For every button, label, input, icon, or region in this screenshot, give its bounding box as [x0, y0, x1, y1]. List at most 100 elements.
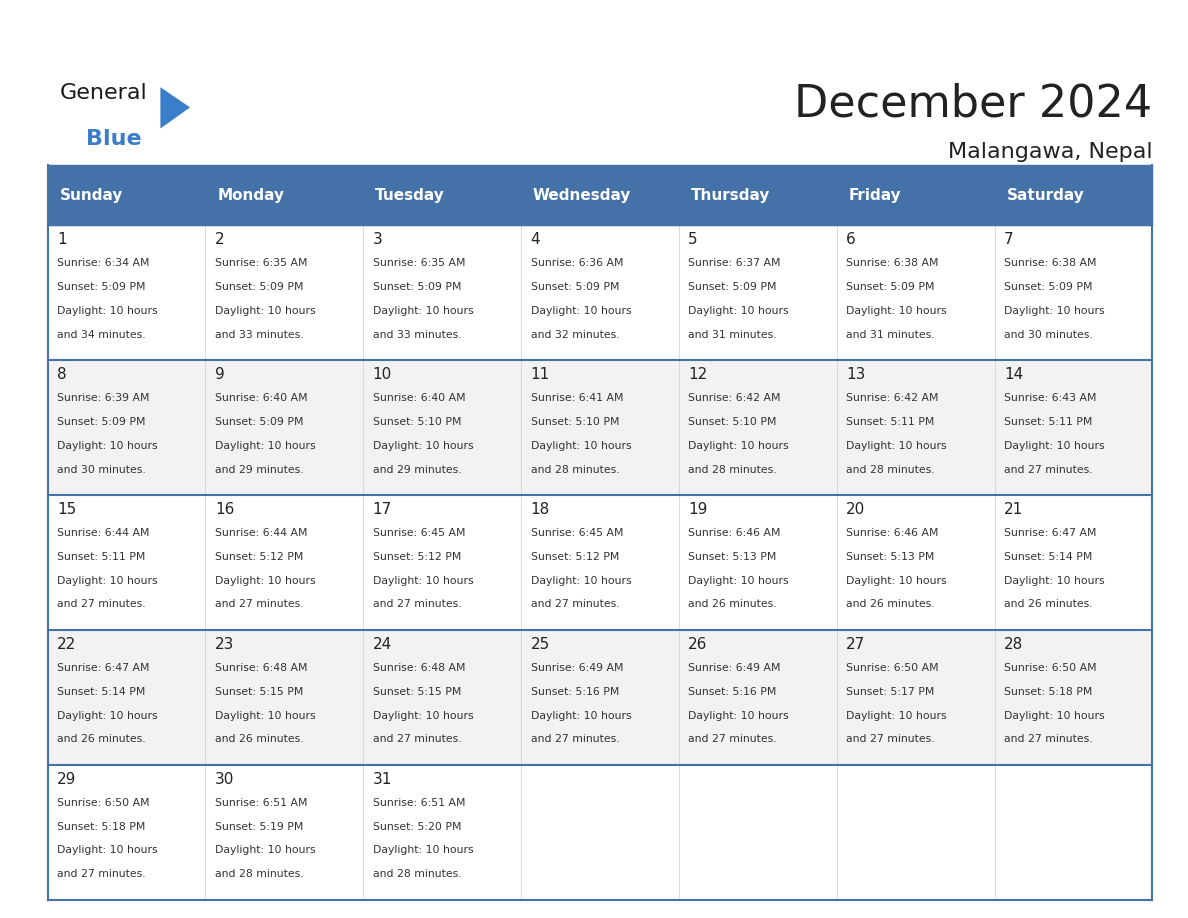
Text: 15: 15 — [57, 502, 76, 517]
Text: Sunrise: 6:34 AM: Sunrise: 6:34 AM — [57, 258, 150, 268]
Text: Sunrise: 6:49 AM: Sunrise: 6:49 AM — [531, 663, 623, 673]
Text: Daylight: 10 hours: Daylight: 10 hours — [531, 576, 631, 586]
Text: Sunrise: 6:35 AM: Sunrise: 6:35 AM — [215, 258, 308, 268]
Text: 26: 26 — [688, 637, 708, 652]
Text: 21: 21 — [1004, 502, 1023, 517]
Text: Daylight: 10 hours: Daylight: 10 hours — [215, 306, 316, 316]
Text: 31: 31 — [373, 772, 392, 787]
Text: Sunrise: 6:43 AM: Sunrise: 6:43 AM — [1004, 393, 1097, 403]
Text: 20: 20 — [846, 502, 865, 517]
Text: Daylight: 10 hours: Daylight: 10 hours — [57, 306, 158, 316]
Text: 9: 9 — [215, 367, 225, 382]
Text: Daylight: 10 hours: Daylight: 10 hours — [57, 576, 158, 586]
Text: Sunrise: 6:44 AM: Sunrise: 6:44 AM — [57, 528, 150, 538]
Text: and 30 minutes.: and 30 minutes. — [57, 465, 146, 475]
Text: and 27 minutes.: and 27 minutes. — [57, 599, 146, 610]
Text: Sunset: 5:10 PM: Sunset: 5:10 PM — [688, 417, 777, 427]
Text: 27: 27 — [846, 637, 865, 652]
Text: and 28 minutes.: and 28 minutes. — [531, 465, 619, 475]
Text: Sunrise: 6:45 AM: Sunrise: 6:45 AM — [373, 528, 466, 538]
Text: and 27 minutes.: and 27 minutes. — [688, 734, 777, 744]
Text: Sunset: 5:09 PM: Sunset: 5:09 PM — [846, 282, 935, 292]
Text: Thursday: Thursday — [690, 187, 770, 203]
Text: Sunrise: 6:44 AM: Sunrise: 6:44 AM — [215, 528, 308, 538]
Text: Sunrise: 6:37 AM: Sunrise: 6:37 AM — [688, 258, 781, 268]
Text: 13: 13 — [846, 367, 866, 382]
Text: and 29 minutes.: and 29 minutes. — [215, 465, 303, 475]
Text: Tuesday: Tuesday — [375, 187, 444, 203]
FancyBboxPatch shape — [678, 165, 836, 225]
Text: and 27 minutes.: and 27 minutes. — [1004, 465, 1093, 475]
Text: Daylight: 10 hours: Daylight: 10 hours — [215, 576, 316, 586]
Text: Sunrise: 6:48 AM: Sunrise: 6:48 AM — [373, 663, 466, 673]
Text: Daylight: 10 hours: Daylight: 10 hours — [215, 441, 316, 451]
Text: Daylight: 10 hours: Daylight: 10 hours — [373, 845, 473, 856]
Text: Daylight: 10 hours: Daylight: 10 hours — [215, 711, 316, 721]
Text: Daylight: 10 hours: Daylight: 10 hours — [531, 711, 631, 721]
Text: Sunrise: 6:38 AM: Sunrise: 6:38 AM — [846, 258, 939, 268]
Text: Daylight: 10 hours: Daylight: 10 hours — [1004, 576, 1105, 586]
Text: 11: 11 — [531, 367, 550, 382]
FancyBboxPatch shape — [836, 165, 994, 225]
Text: Sunset: 5:12 PM: Sunset: 5:12 PM — [215, 552, 303, 562]
Text: Sunrise: 6:35 AM: Sunrise: 6:35 AM — [373, 258, 466, 268]
Text: 22: 22 — [57, 637, 76, 652]
Text: Sunrise: 6:40 AM: Sunrise: 6:40 AM — [215, 393, 308, 403]
Text: Daylight: 10 hours: Daylight: 10 hours — [531, 441, 631, 451]
Text: Monday: Monday — [217, 187, 284, 203]
Text: and 32 minutes.: and 32 minutes. — [531, 330, 619, 340]
Text: 4: 4 — [531, 232, 541, 247]
Text: 19: 19 — [688, 502, 708, 517]
Text: Sunset: 5:09 PM: Sunset: 5:09 PM — [531, 282, 619, 292]
Text: and 33 minutes.: and 33 minutes. — [215, 330, 303, 340]
Text: 6: 6 — [846, 232, 855, 247]
Text: Daylight: 10 hours: Daylight: 10 hours — [846, 441, 947, 451]
Text: Sunset: 5:20 PM: Sunset: 5:20 PM — [373, 822, 461, 832]
Text: 17: 17 — [373, 502, 392, 517]
Text: Sunset: 5:13 PM: Sunset: 5:13 PM — [688, 552, 777, 562]
Text: Daylight: 10 hours: Daylight: 10 hours — [373, 711, 473, 721]
Text: and 27 minutes.: and 27 minutes. — [57, 869, 146, 879]
Text: Sunset: 5:11 PM: Sunset: 5:11 PM — [846, 417, 935, 427]
Text: Daylight: 10 hours: Daylight: 10 hours — [57, 441, 158, 451]
Text: Sunrise: 6:47 AM: Sunrise: 6:47 AM — [1004, 528, 1097, 538]
Text: 14: 14 — [1004, 367, 1023, 382]
Text: Sunrise: 6:50 AM: Sunrise: 6:50 AM — [57, 798, 150, 808]
Text: and 30 minutes.: and 30 minutes. — [1004, 330, 1093, 340]
FancyBboxPatch shape — [48, 495, 1152, 630]
Text: 3: 3 — [373, 232, 383, 247]
Text: 18: 18 — [531, 502, 550, 517]
Text: General: General — [59, 83, 147, 103]
Text: Sunrise: 6:51 AM: Sunrise: 6:51 AM — [373, 798, 466, 808]
Text: 12: 12 — [688, 367, 708, 382]
Text: and 26 minutes.: and 26 minutes. — [688, 599, 777, 610]
Text: Sunset: 5:09 PM: Sunset: 5:09 PM — [57, 282, 145, 292]
Text: and 33 minutes.: and 33 minutes. — [373, 330, 461, 340]
Text: Sunrise: 6:42 AM: Sunrise: 6:42 AM — [846, 393, 939, 403]
Text: Daylight: 10 hours: Daylight: 10 hours — [846, 576, 947, 586]
Text: and 28 minutes.: and 28 minutes. — [846, 465, 935, 475]
Text: Sunset: 5:15 PM: Sunset: 5:15 PM — [373, 687, 461, 697]
Text: Sunset: 5:09 PM: Sunset: 5:09 PM — [215, 417, 303, 427]
Text: and 27 minutes.: and 27 minutes. — [846, 734, 935, 744]
Text: Sunset: 5:14 PM: Sunset: 5:14 PM — [57, 687, 145, 697]
Text: and 28 minutes.: and 28 minutes. — [688, 465, 777, 475]
Text: December 2024: December 2024 — [795, 83, 1152, 126]
Text: Sunrise: 6:42 AM: Sunrise: 6:42 AM — [688, 393, 781, 403]
Text: and 31 minutes.: and 31 minutes. — [846, 330, 935, 340]
FancyBboxPatch shape — [48, 630, 1152, 765]
Text: and 29 minutes.: and 29 minutes. — [373, 465, 461, 475]
Text: 30: 30 — [215, 772, 234, 787]
Text: and 26 minutes.: and 26 minutes. — [57, 734, 146, 744]
FancyBboxPatch shape — [994, 165, 1152, 225]
Text: Sunset: 5:16 PM: Sunset: 5:16 PM — [688, 687, 777, 697]
Text: Sunset: 5:09 PM: Sunset: 5:09 PM — [215, 282, 303, 292]
Text: Sunrise: 6:48 AM: Sunrise: 6:48 AM — [215, 663, 308, 673]
Text: Sunset: 5:11 PM: Sunset: 5:11 PM — [57, 552, 145, 562]
Text: Blue: Blue — [86, 129, 141, 149]
Text: Daylight: 10 hours: Daylight: 10 hours — [688, 441, 789, 451]
Text: Daylight: 10 hours: Daylight: 10 hours — [57, 845, 158, 856]
Text: Sunset: 5:10 PM: Sunset: 5:10 PM — [531, 417, 619, 427]
Text: and 26 minutes.: and 26 minutes. — [215, 734, 303, 744]
Text: Sunset: 5:18 PM: Sunset: 5:18 PM — [57, 822, 145, 832]
